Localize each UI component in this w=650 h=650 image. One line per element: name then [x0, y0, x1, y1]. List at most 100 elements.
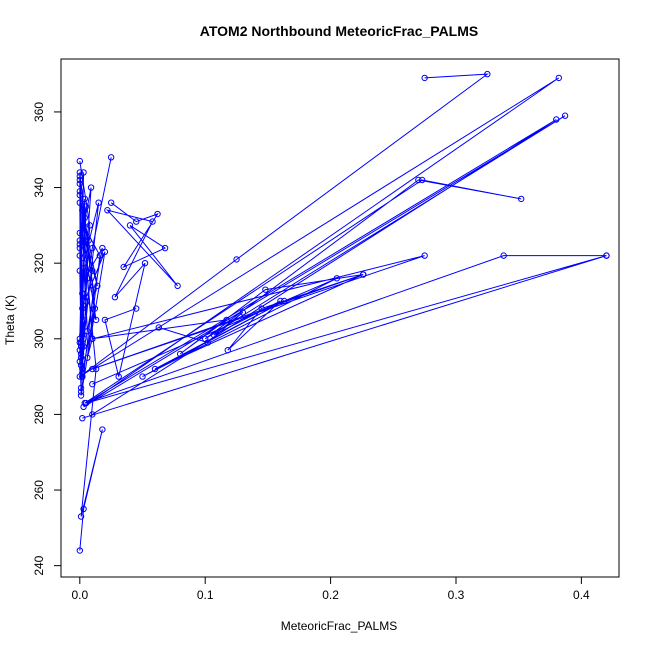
data-point: [141, 259, 149, 267]
y-axis-label: Theta (K): [3, 295, 17, 345]
y-tick-label: 340: [32, 177, 46, 197]
data-point: [76, 199, 84, 206]
data-point: [82, 399, 90, 407]
data-point: [233, 256, 240, 263]
data-point: [484, 70, 491, 78]
data-point: [89, 267, 96, 274]
data-point: [126, 222, 134, 229]
y-tick-label: 320: [32, 253, 46, 273]
series-line-4: [104, 202, 178, 377]
data-point: [174, 282, 181, 290]
series-lines: [79, 73, 607, 551]
data-point: [154, 210, 161, 218]
data-point: [224, 346, 231, 354]
data-point: [115, 373, 122, 380]
data-point: [82, 294, 90, 301]
data-point: [76, 547, 84, 554]
data-point: [92, 316, 100, 324]
data-point: [77, 362, 85, 369]
data-point: [76, 346, 84, 354]
x-tick-label: 0.4: [573, 588, 590, 602]
data-point: [555, 74, 563, 82]
data-point: [79, 207, 86, 214]
data-point: [161, 244, 169, 252]
data-point: [149, 218, 156, 225]
data-point: [133, 218, 140, 225]
data-point: [95, 199, 102, 206]
x-tick-label: 0.3: [448, 588, 465, 602]
y-tick-label: 260: [32, 480, 46, 500]
data-point: [79, 229, 86, 237]
x-tick-label: 0.1: [197, 588, 214, 602]
data-point: [79, 290, 86, 297]
data-point: [76, 169, 84, 176]
data-point: [80, 259, 87, 267]
data-point: [517, 195, 525, 203]
x-tick-label: 0.0: [71, 588, 88, 602]
data-point: [176, 350, 184, 358]
data-point: [89, 335, 96, 342]
data-point: [76, 173, 84, 180]
data-point: [90, 286, 97, 293]
data-point: [87, 184, 95, 191]
data-point: [111, 294, 119, 301]
plot-frame: [60, 58, 620, 578]
y-tick-label: 280: [32, 404, 46, 424]
data-point: [80, 505, 87, 513]
data-point: [76, 244, 84, 252]
data-point: [76, 267, 84, 274]
data-point: [81, 275, 89, 282]
data-point: [151, 365, 159, 373]
data-point: [120, 263, 127, 271]
data-point: [76, 229, 84, 237]
data-point: [79, 373, 86, 380]
data-point: [76, 180, 84, 187]
data-point: [418, 176, 426, 184]
data-point: [101, 316, 109, 324]
y-tick-label: 240: [32, 555, 46, 575]
data-point: [277, 297, 284, 305]
data-point: [101, 248, 109, 256]
data-point: [133, 305, 140, 312]
data-point: [76, 191, 84, 199]
data-point: [239, 309, 247, 316]
data-point: [76, 335, 84, 342]
data-point: [107, 199, 115, 206]
y-tick-label: 360: [32, 102, 46, 122]
data-point: [77, 350, 85, 358]
y-tick-label: 300: [32, 328, 46, 348]
data-point: [77, 339, 85, 346]
data-point: [202, 335, 209, 342]
data-point: [81, 195, 89, 203]
data-point: [258, 305, 265, 312]
data-point: [104, 207, 111, 214]
data-point: [561, 112, 569, 119]
data-point: [359, 271, 367, 278]
data-point: [210, 331, 218, 339]
data-point: [94, 282, 101, 290]
data-point: [76, 241, 84, 248]
data-point: [76, 157, 84, 165]
series-points: [76, 70, 610, 554]
data-point: [86, 222, 94, 229]
data-point: [107, 154, 115, 161]
data-point: [77, 384, 85, 392]
data-point: [80, 316, 87, 324]
data-point: [603, 252, 610, 259]
data-point: [281, 297, 288, 305]
data-point: [96, 252, 104, 259]
data-point: [76, 188, 84, 195]
chart-title: ATOM2 Northbound MeteoricFrac_PALMS: [200, 23, 478, 39]
data-point: [89, 365, 96, 373]
data-point: [81, 214, 89, 222]
data-point: [84, 328, 91, 335]
data-point: [80, 222, 87, 229]
data-point: [223, 316, 230, 324]
data-point: [262, 286, 269, 293]
x-axis-label: MeteoricFrac_PALMS: [281, 619, 397, 633]
y-axis: 240 260 280 300 320 340 360: [32, 102, 62, 576]
data-point: [84, 354, 91, 361]
data-point: [82, 203, 90, 210]
data-point: [77, 392, 85, 399]
data-point: [81, 237, 89, 244]
